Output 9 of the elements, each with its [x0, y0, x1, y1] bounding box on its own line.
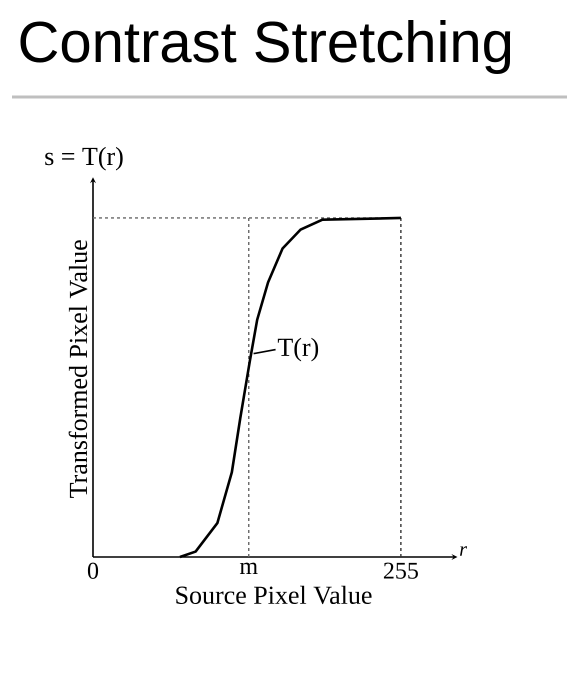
x-axis-title: Source Pixel Value: [176, 586, 372, 604]
x-tick-label: 255: [384, 562, 418, 579]
annotation: T(r): [278, 338, 318, 362]
x-tick-label: 0: [88, 562, 98, 579]
text: s = T(r): [46, 146, 123, 170]
y-axis-title: Transformed Pixel Value: [68, 240, 88, 498]
x-tick-label: m: [240, 562, 258, 574]
chart-title: Contrast Stretching: [20, 20, 510, 74]
text: r: [460, 546, 468, 556]
